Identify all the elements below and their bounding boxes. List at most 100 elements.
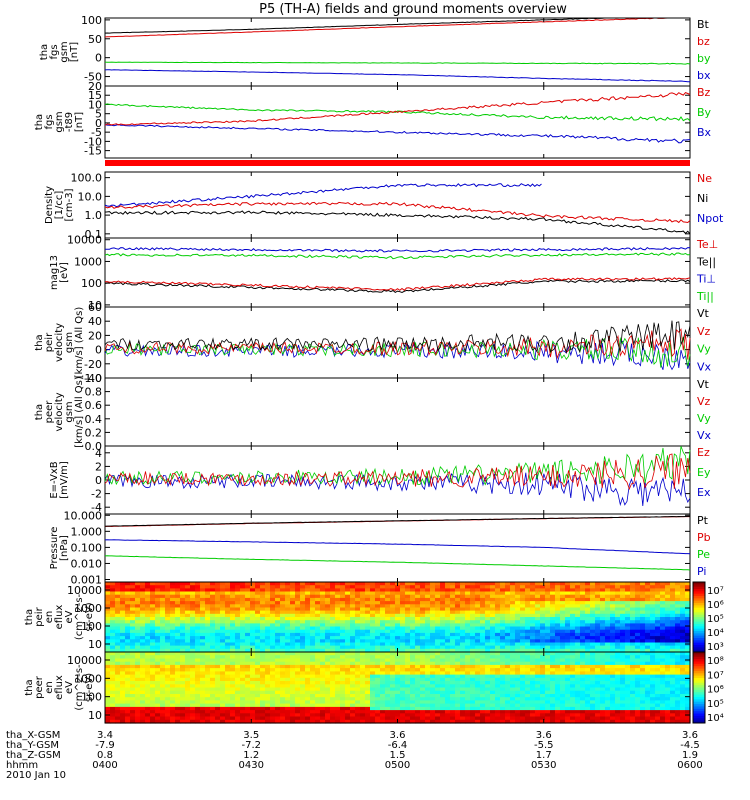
spectrogram-cell <box>630 629 636 634</box>
spectrogram-cell <box>390 690 396 695</box>
spectrogram-cell <box>195 591 201 596</box>
spectrogram-cell <box>650 585 656 589</box>
spectrogram-cell <box>355 710 361 714</box>
spectrogram-cell <box>390 620 396 624</box>
spectrogram-cell <box>310 601 316 605</box>
spectrogram-cell <box>380 642 386 647</box>
spectrogram-cell <box>115 585 121 589</box>
spectrogram-cell <box>180 661 186 666</box>
spectrogram-cell <box>175 658 181 663</box>
spectrogram-cell <box>385 648 391 653</box>
spectrogram-cell <box>335 588 341 593</box>
spectrogram-cell <box>530 597 536 602</box>
spectrogram-cell <box>185 661 191 666</box>
spectrogram-cell <box>265 694 271 698</box>
spectrogram-cell <box>685 604 691 609</box>
spectrogram-cell <box>430 655 436 659</box>
spectrogram-cell <box>155 697 161 701</box>
spectrogram-cell <box>560 617 566 621</box>
spectrogram-cell <box>330 642 336 647</box>
spectrogram-cell <box>660 601 666 605</box>
spectrogram-cell <box>680 636 686 640</box>
spectrogram-cell <box>485 713 491 718</box>
spectrogram-cell <box>335 617 341 621</box>
spectrogram-cell <box>170 623 176 628</box>
spectrogram-cell <box>595 607 601 612</box>
spectrogram-cell <box>490 632 496 637</box>
spectrogram-cell <box>580 661 586 666</box>
spectrogram-cell <box>510 661 516 666</box>
spectrogram-cell <box>560 697 566 701</box>
spectrogram-cell <box>315 591 321 596</box>
spectrogram-cell <box>375 687 381 692</box>
spectrogram-cell <box>290 668 296 672</box>
spectrogram-cell <box>595 604 601 609</box>
spectrogram-cell <box>630 585 636 589</box>
spectrogram-cell <box>635 636 641 640</box>
spectrogram-cell <box>345 687 351 692</box>
spectrogram-cell <box>290 604 296 609</box>
spectrogram-cell <box>480 620 486 624</box>
spectrogram-cell <box>620 617 626 621</box>
colorbar-label: 10⁶ <box>707 600 724 611</box>
spectrogram-cell <box>175 671 181 676</box>
spectrogram-cell <box>220 620 226 624</box>
spectrogram-cell <box>215 684 221 689</box>
spectrogram-cell <box>535 623 541 628</box>
spectrogram-cell <box>525 690 531 695</box>
spectrogram-cell <box>220 629 226 634</box>
spectrogram-cell <box>110 588 116 593</box>
spectrogram-cell <box>555 626 561 631</box>
spectrogram-cell <box>445 613 451 618</box>
spectrogram-cell <box>165 710 171 714</box>
spectrogram-cell <box>370 668 376 672</box>
spectrogram-cell <box>280 710 286 714</box>
spectrogram-cell <box>615 642 621 647</box>
spectrogram-cell <box>490 604 496 609</box>
spectrogram-cell <box>505 632 511 637</box>
spectrogram-cell <box>420 706 426 711</box>
spectrogram-cell <box>440 629 446 634</box>
spectrogram-cell <box>420 626 426 631</box>
spectrogram-cell <box>580 594 586 599</box>
spectrogram-cell <box>665 642 671 647</box>
spectrogram-cell <box>450 632 456 637</box>
spectrogram-cell <box>320 607 326 612</box>
spectrogram-cell <box>555 617 561 621</box>
spectrogram-cell <box>365 632 371 637</box>
spectrogram-cell <box>120 690 126 695</box>
spectrogram-cell <box>510 607 516 612</box>
spectrogram-cell <box>320 591 326 596</box>
spectrogram-cell <box>425 642 431 647</box>
spectrogram-cell <box>200 594 206 599</box>
spectrogram-cell <box>165 697 171 701</box>
spectrogram-cell <box>535 713 541 718</box>
spectrogram-cell <box>515 597 521 602</box>
spectrogram-cell <box>200 626 206 631</box>
spectrogram-cell <box>410 668 416 672</box>
spectrogram-cell <box>205 626 211 631</box>
spectrogram-cell <box>550 591 556 596</box>
spectrogram-cell <box>445 684 451 689</box>
spectrogram-cell <box>310 620 316 624</box>
legend-item: Vy <box>697 412 711 425</box>
spectrogram-cell <box>325 626 331 631</box>
spectrogram-cell <box>125 677 131 682</box>
spectrogram-cell <box>515 661 521 666</box>
spectrogram-cell <box>435 681 441 685</box>
spectrogram-cell <box>230 697 236 701</box>
spectrogram-cell <box>400 719 406 724</box>
spectrogram-cell <box>380 648 386 653</box>
spectrogram-cell <box>570 658 576 663</box>
spectrogram-cell <box>390 604 396 609</box>
spectrogram-cell <box>505 690 511 695</box>
spectrogram-cell <box>460 613 466 618</box>
spectrogram-cell <box>110 694 116 698</box>
spectrogram-cell <box>375 626 381 631</box>
spectrogram-cell <box>630 604 636 609</box>
spectrogram-cell <box>525 687 531 692</box>
spectrogram-cell <box>130 632 136 637</box>
spectrogram-cell <box>350 658 356 663</box>
spectrogram-cell <box>145 655 151 659</box>
spectrogram-cell <box>680 610 686 615</box>
